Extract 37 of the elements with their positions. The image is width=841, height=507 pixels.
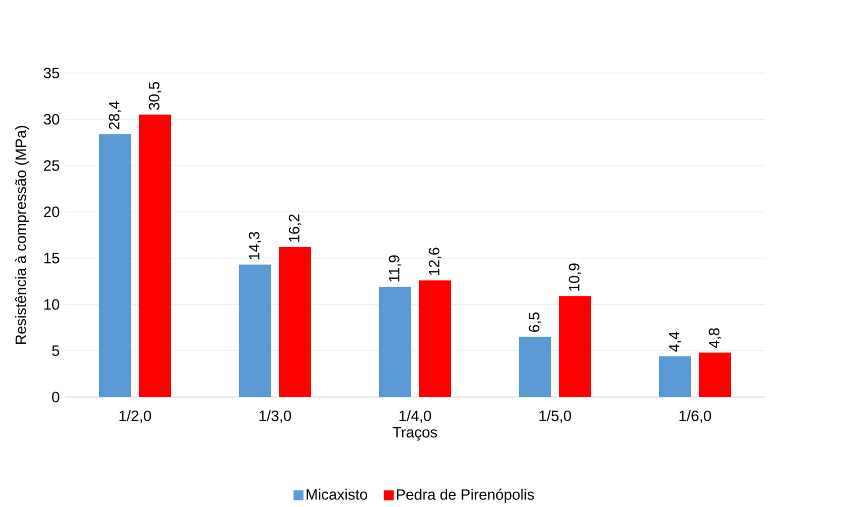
bar — [239, 264, 272, 397]
y-tick-label: 30 — [44, 114, 60, 125]
x-axis-title: Traços — [392, 427, 438, 441]
x-tick-label: 1/4,0 — [400, 410, 432, 423]
data-label: 4,4 — [668, 332, 682, 352]
x-tick-label: 1/5,0 — [540, 410, 572, 423]
y-tick-label: 15 — [44, 252, 60, 264]
y-tick-label: 35 — [44, 68, 60, 78]
x-tick-label: 1/6,0 — [680, 410, 712, 423]
data-label: 6,5 — [528, 312, 542, 332]
data-label: 16,2 — [288, 214, 302, 242]
y-tick-label: 5 — [52, 346, 60, 356]
data-label: 30,5 — [148, 82, 162, 110]
legend-label: Pedra de Pirenópolis — [396, 488, 534, 503]
data-label: 4,8 — [708, 328, 722, 348]
data-label: 14,3 — [248, 232, 262, 260]
data-label: 11,9 — [388, 255, 402, 282]
bar — [279, 247, 312, 397]
x-tick-label: 1/2,0 — [120, 410, 152, 423]
bar — [519, 336, 552, 397]
bar — [99, 134, 131, 397]
y-tick-label: 0 — [52, 392, 60, 402]
y-tick-label: 20 — [44, 206, 60, 218]
bar — [419, 280, 452, 397]
bar — [559, 296, 592, 397]
y-tick-label: 10 — [44, 299, 60, 310]
bar — [659, 356, 692, 397]
legend-label: Micaxisto — [306, 488, 368, 500]
y-tick-label: 25 — [44, 160, 60, 171]
x-tick-label: 1/3,0 — [260, 410, 292, 423]
data-label: 28,4 — [108, 101, 122, 130]
bar — [699, 352, 732, 397]
data-label: 10,9 — [568, 264, 582, 291]
y-axis-title: Resistência à compressão (MPa) — [14, 126, 30, 344]
bar — [139, 114, 172, 397]
bar — [379, 286, 412, 397]
data-label: 12,6 — [428, 248, 442, 276]
